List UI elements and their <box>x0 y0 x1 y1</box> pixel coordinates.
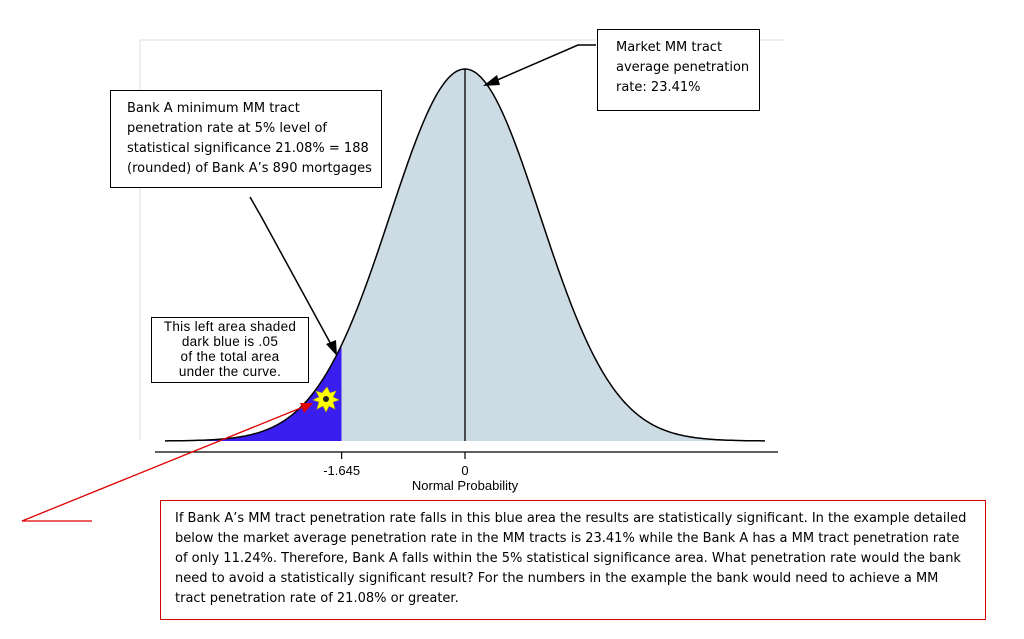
burst-icon <box>312 386 340 413</box>
left-area-note: This left area shaded dark blue is .05 o… <box>151 317 309 383</box>
callout-line: Bank A minimum MM tract <box>127 101 300 116</box>
x-axis-title: Normal Probability <box>412 478 519 493</box>
explanation-note: If Bank A’s MM tract penetration rate fa… <box>160 500 986 620</box>
market-arrow <box>483 44 596 86</box>
callout-line: average penetration <box>616 60 750 75</box>
callout-line: Market MM tract <box>616 40 723 55</box>
market-average-callout: Market MM tract average penetration rate… <box>597 29 760 111</box>
note-line: under the curve. <box>178 364 282 379</box>
callout-line: rate: 23.41% <box>616 80 701 95</box>
x-tick-label: -1.645 <box>323 463 360 478</box>
callout-line: (rounded) of Bank A’s 890 mortgages <box>127 161 372 176</box>
bank-minimum-callout: Bank A minimum MM tract penetration rate… <box>110 90 382 188</box>
note-line: dark blue is .05 <box>181 334 279 349</box>
bank-min-arrow <box>249 196 337 356</box>
note-line: This left area shaded <box>163 319 297 334</box>
x-tick-label: 0 <box>461 463 468 478</box>
explanation-text: If Bank A’s MM tract penetration rate fa… <box>175 511 967 606</box>
note-line: of the total area <box>180 349 280 364</box>
red-pointer-arrow <box>21 403 313 522</box>
callout-line: penetration rate at 5% level of <box>127 121 327 136</box>
left-tail-area <box>165 344 342 441</box>
callout-line: statistical significance 21.08% = 188 <box>127 141 369 156</box>
